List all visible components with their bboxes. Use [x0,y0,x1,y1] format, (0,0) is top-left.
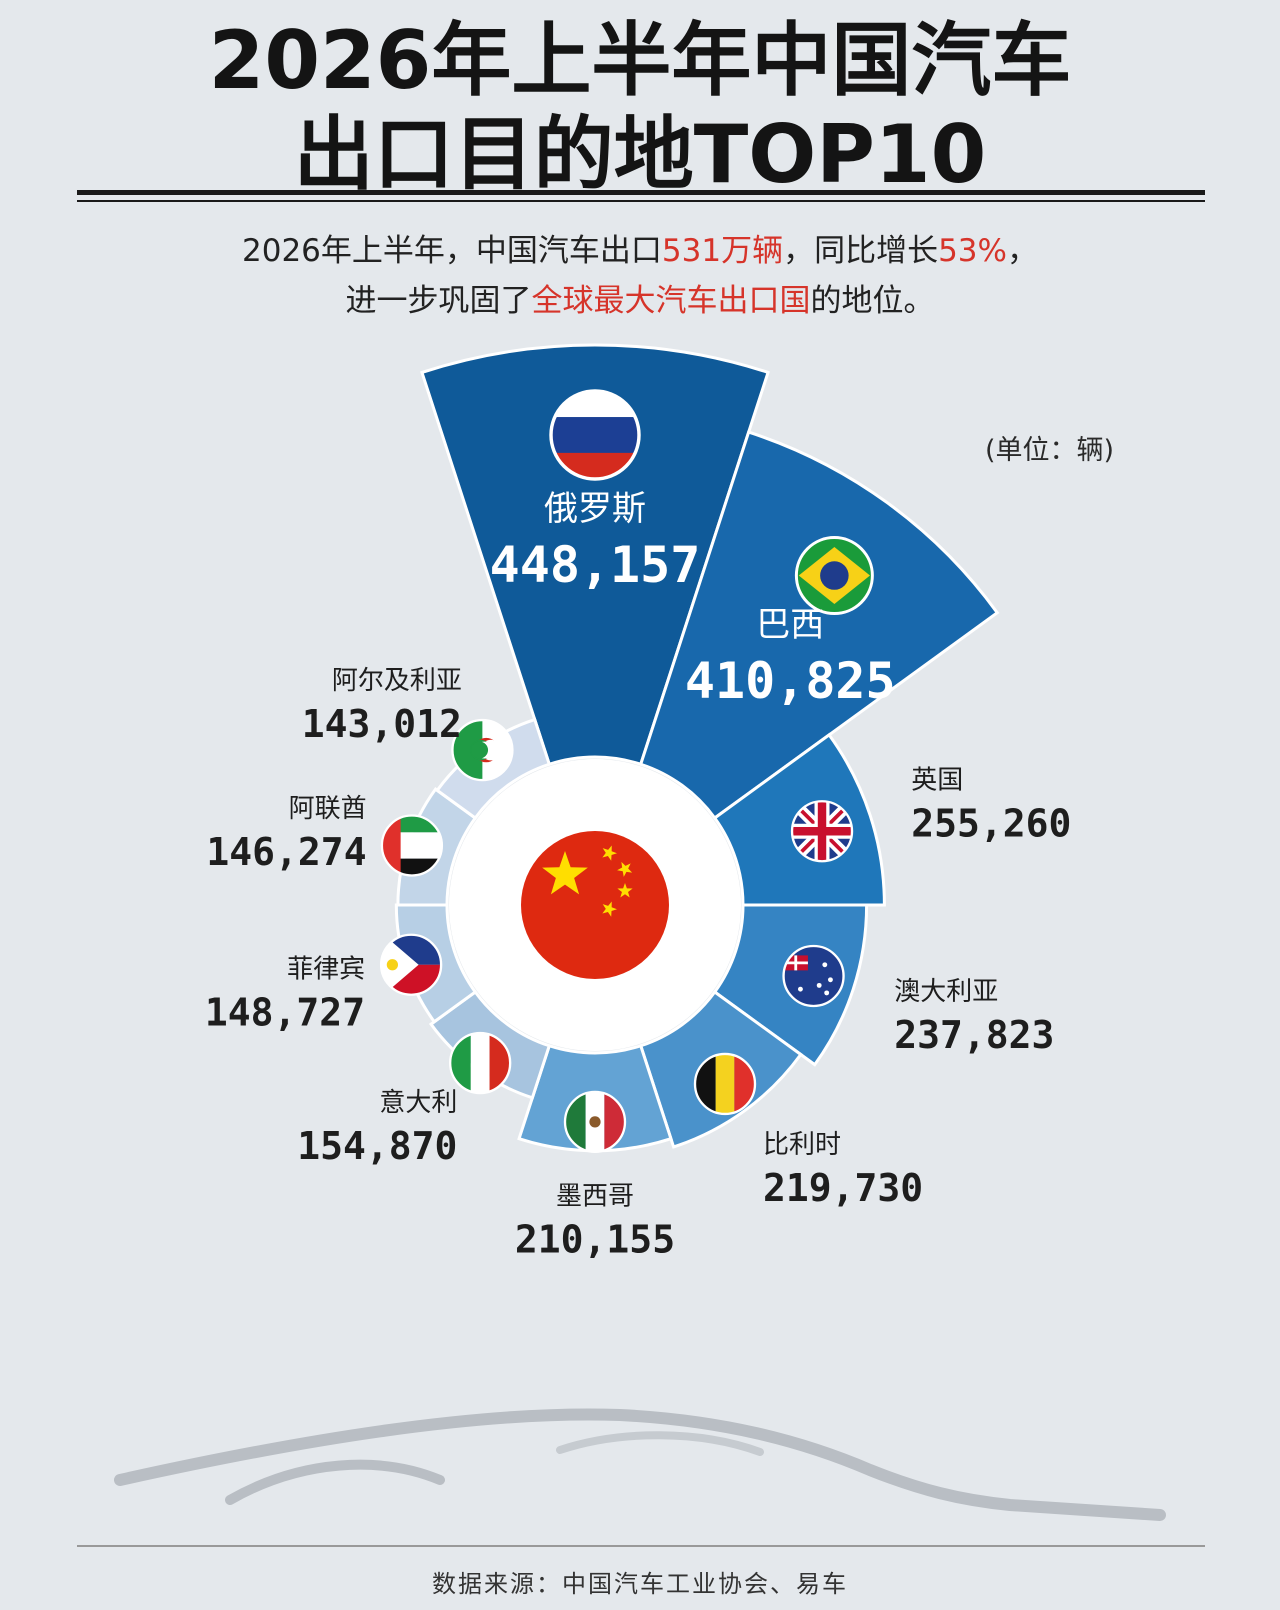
subtitle-line1-a: 2026年上半年，中国汽车出口 [242,233,662,269]
label-name-6: 墨西哥 [556,1182,634,1212]
label-name-9: 阿联酋 [289,794,367,824]
label-value-1: 448,157 [490,536,701,594]
label-name-7: 意大利 [379,1088,457,1118]
title-line-1: 2026年上半年中国汽车 [208,14,1072,107]
label-name-1: 俄罗斯 [544,489,646,529]
russia-flag-icon [549,389,641,481]
label-name-4: 澳大利亚 [894,977,998,1007]
label-name-10: 阿尔及利亚 [332,666,462,696]
subtitle-growth: 53% [938,233,1007,269]
label-value-7: 154,870 [297,1124,457,1168]
subtitle-total: 531万辆 [661,233,784,269]
label-value-5: 219,730 [763,1166,923,1210]
label-name-2: 巴西 [756,605,824,645]
chart-center [449,759,741,1051]
subtitle-line2-a: 进一步巩固了 [345,283,532,319]
label-value-10: 143,012 [302,702,462,746]
wedge-2 [638,430,1000,821]
unit-label: (单位：辆) [985,435,1115,466]
label-name-5: 比利时 [763,1130,841,1160]
subtitle-line1-e: ， [1006,233,1038,269]
chart-labels: 俄罗斯 448,157 巴西 410,825 英国 255,260 澳大利亚 237,823 比… [205,389,1071,1262]
label-value-2: 410,825 [685,652,896,710]
page-title: 2026年上半年中国汽车 出口目的地TOP10 [0,14,1280,202]
label-value-3: 255,260 [911,801,1071,845]
china-flag-icon [521,831,669,979]
subtitle: 2026年上半年，中国汽车出口531万辆，同比增长53%， 进一步巩固了全球最大… [0,226,1280,326]
uae-flag-icon [380,814,444,877]
label-value-4: 237,823 [894,1013,1054,1057]
subtitle-line2-c: 的地位。 [810,283,935,319]
label-name-3: 英国 [911,765,963,795]
data-source: 数据来源：中国汽车工业协会、易车 [432,1570,848,1598]
label-name-8: 菲律宾 [287,955,365,985]
belgium-flag-icon [693,1052,757,1116]
label-value-9: 146,274 [206,830,366,874]
brazil-flag-icon [794,536,874,616]
bottom-rule [77,1545,1205,1547]
title-rule-thick [77,190,1205,195]
mexico-flag-icon [563,1090,627,1154]
australia-flag-icon [782,944,845,1008]
subtitle-line1-c: ，同比增长 [783,233,939,269]
wedge-1 [420,343,770,767]
italy-flag-icon [448,1031,512,1095]
subtitle-highlight: 全球最大汽车出口国 [531,283,811,319]
title-line-2: 出口目的地TOP10 [293,108,987,201]
label-value-8: 148,727 [205,991,365,1035]
title-rule-thin [77,200,1205,202]
label-value-6: 210,155 [515,1218,675,1262]
chart-wedges [394,343,1000,1153]
